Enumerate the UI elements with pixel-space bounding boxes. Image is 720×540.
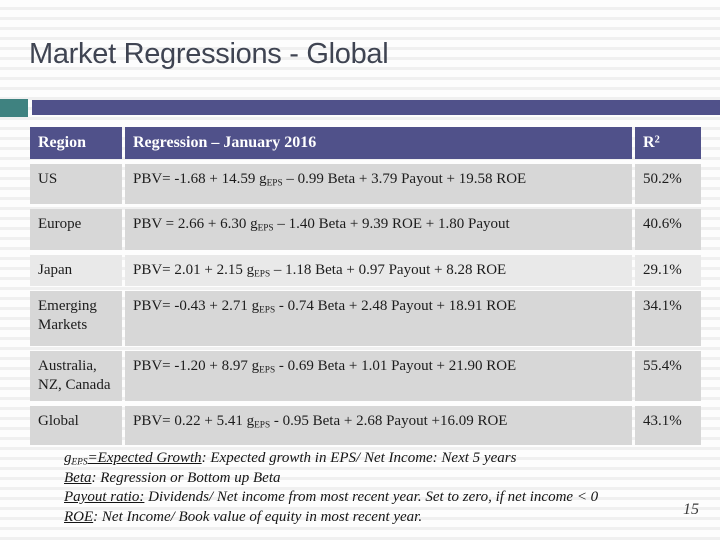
table-row: US PBV= -1.68 + 14.59 gEPS – 0.99 Beta + …: [30, 164, 701, 204]
region-cell: Europe: [30, 209, 122, 250]
eps-subscript: EPS: [254, 269, 271, 280]
footnote-line: Beta: Regression or Bottom up Beta: [64, 469, 644, 489]
page-number: 15: [683, 501, 699, 518]
footnote-definition: : Regression or Bottom up Beta: [91, 469, 281, 486]
regression-equation-cell: PBV= -1.68 + 14.59 gEPS – 0.99 Beta + 3.…: [125, 164, 632, 204]
regression-equation-cell: PBV= -0.43 + 2.71 gEPS - 0.74 Beta + 2.4…: [125, 291, 632, 346]
footnotes: gEPS=Expected Growth: Expected growth in…: [64, 449, 644, 527]
region-cell: Japan: [30, 255, 122, 286]
footnote-definition: : Net Income/ Book value of equity in mo…: [93, 508, 423, 525]
footnote-term: Payout ratio:: [64, 489, 145, 505]
slide-title: Market Regressions - Global: [29, 38, 389, 70]
region-cell: Global: [30, 406, 122, 445]
eps-subscript: EPS: [254, 420, 271, 431]
table-row: Emerging Markets PBV= -0.43 + 2.71 gEPS -…: [30, 291, 701, 346]
regression-equation-cell: PBV= 2.01 + 2.15 gEPS – 1.18 Beta + 0.97…: [125, 255, 632, 286]
purple-accent-bar: [32, 100, 720, 115]
footnote-line: Payout ratio: Dividends/ Net income from…: [64, 488, 644, 508]
r2-value-cell: 50.2%: [635, 164, 701, 204]
r2-value-cell: 43.1%: [635, 406, 701, 445]
regression-equation-cell: PBV = 2.66 + 6.30 gEPS – 1.40 Beta + 9.3…: [125, 209, 632, 250]
footnote-definition: Dividends/ Net income from most recent y…: [144, 489, 599, 505]
r2-column-header: R2: [635, 127, 701, 159]
eps-subscript: EPS: [266, 178, 283, 189]
region-cell: Emerging Markets: [30, 291, 122, 346]
r2-value-cell: 29.1%: [635, 255, 701, 286]
footnote-line: ROE: Net Income/ Book value of equity in…: [64, 508, 644, 528]
footnote-term: Beta: [64, 469, 92, 486]
eps-subscript: EPS: [259, 365, 276, 376]
regression-equation-cell: PBV= -1.20 + 8.97 gEPS - 0.69 Beta + 1.0…: [125, 351, 632, 401]
r2-superscript: 2: [654, 134, 660, 146]
footnote-line: gEPS=Expected Growth: Expected growth in…: [64, 449, 644, 469]
r2-base: R: [643, 134, 655, 151]
regression-table-header: Region Regression – January 2016 R2: [30, 127, 701, 159]
region-column-header: Region: [30, 127, 122, 159]
footnote-term: gEPS=Expected Growth: [64, 450, 202, 468]
table-row: Australia, NZ, Canada PBV= -1.20 + 8.97 g…: [30, 351, 701, 401]
eps-subscript: EPS: [71, 457, 88, 468]
region-cell: Australia, NZ, Canada: [30, 351, 122, 401]
table-row: Europe PBV = 2.66 + 6.30 gEPS – 1.40 Beta…: [30, 209, 701, 250]
r2-value-cell: 55.4%: [635, 351, 701, 401]
eps-subscript: EPS: [259, 305, 276, 316]
region-cell: US: [30, 164, 122, 204]
r2-value-cell: 40.6%: [635, 209, 701, 250]
footnote-definition: : Expected growth in EPS/ Net Income: Ne…: [201, 450, 517, 466]
regression-table: Region Regression – January 2016 R2 US PB…: [27, 122, 704, 450]
table-row: Global PBV= 0.22 + 5.41 gEPS - 0.95 Beta …: [30, 406, 701, 445]
regression-column-header: Regression – January 2016: [125, 127, 632, 159]
teal-accent-square: [0, 99, 28, 117]
header-row: Region Regression – January 2016 R2: [30, 127, 701, 159]
r2-value-cell: 34.1%: [635, 291, 701, 346]
eps-subscript: EPS: [257, 223, 274, 234]
footnote-term: ROE: [64, 508, 94, 525]
table-row: Japan PBV= 2.01 + 2.15 gEPS – 1.18 Beta +…: [30, 255, 701, 286]
regression-equation-cell: PBV= 0.22 + 5.41 gEPS - 0.95 Beta + 2.68…: [125, 406, 632, 445]
regression-table-body: US PBV= -1.68 + 14.59 gEPS – 0.99 Beta + …: [30, 164, 701, 445]
